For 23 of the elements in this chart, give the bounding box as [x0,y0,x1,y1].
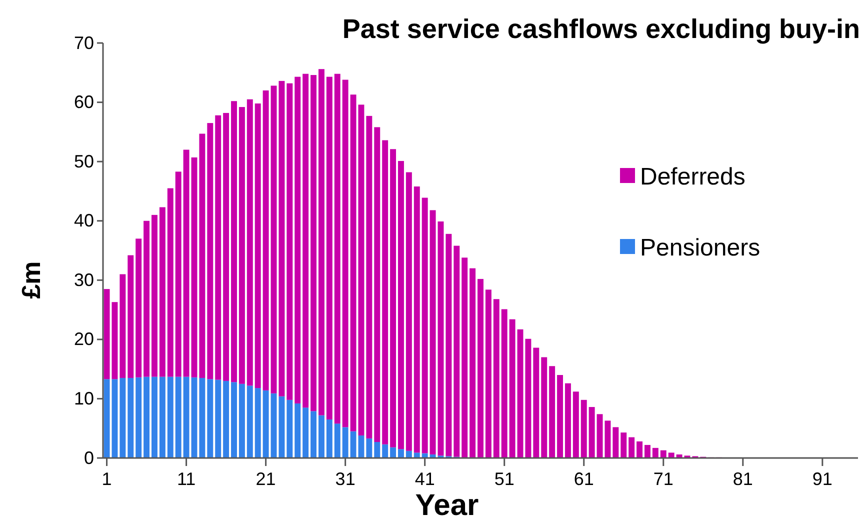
x-tick-label: 21 [256,469,276,490]
y-tick-label: 60 [74,92,94,112]
x-tick-label: 31 [335,469,356,490]
y-tick-label: 40 [74,210,94,231]
y-tick-label: 0 [84,448,94,468]
x-tick-label: 51 [494,469,514,490]
x-tick-label: 61 [574,469,594,490]
x-tick-label: 81 [732,469,753,490]
y-tick-label: 20 [74,329,94,350]
y-tick-label: 50 [74,151,94,172]
y-axis-title: £m [16,261,46,299]
legend-label: Deferreds [640,163,746,190]
y-tick-label: 30 [74,270,94,290]
y-tick-label: 70 [74,32,94,53]
x-tick-label: 91 [812,469,832,490]
x-axis-title: Year [415,489,480,518]
x-tick-label: 71 [653,469,674,490]
x-tick-label: 41 [414,469,435,490]
y-tick-label: 10 [74,388,94,408]
legend-label: Pensioners [640,234,760,262]
chart-title: Past service cashflows excluding buy-in [342,14,860,44]
x-tick-label: 1 [102,469,112,490]
x-tick-label: 11 [176,469,196,490]
